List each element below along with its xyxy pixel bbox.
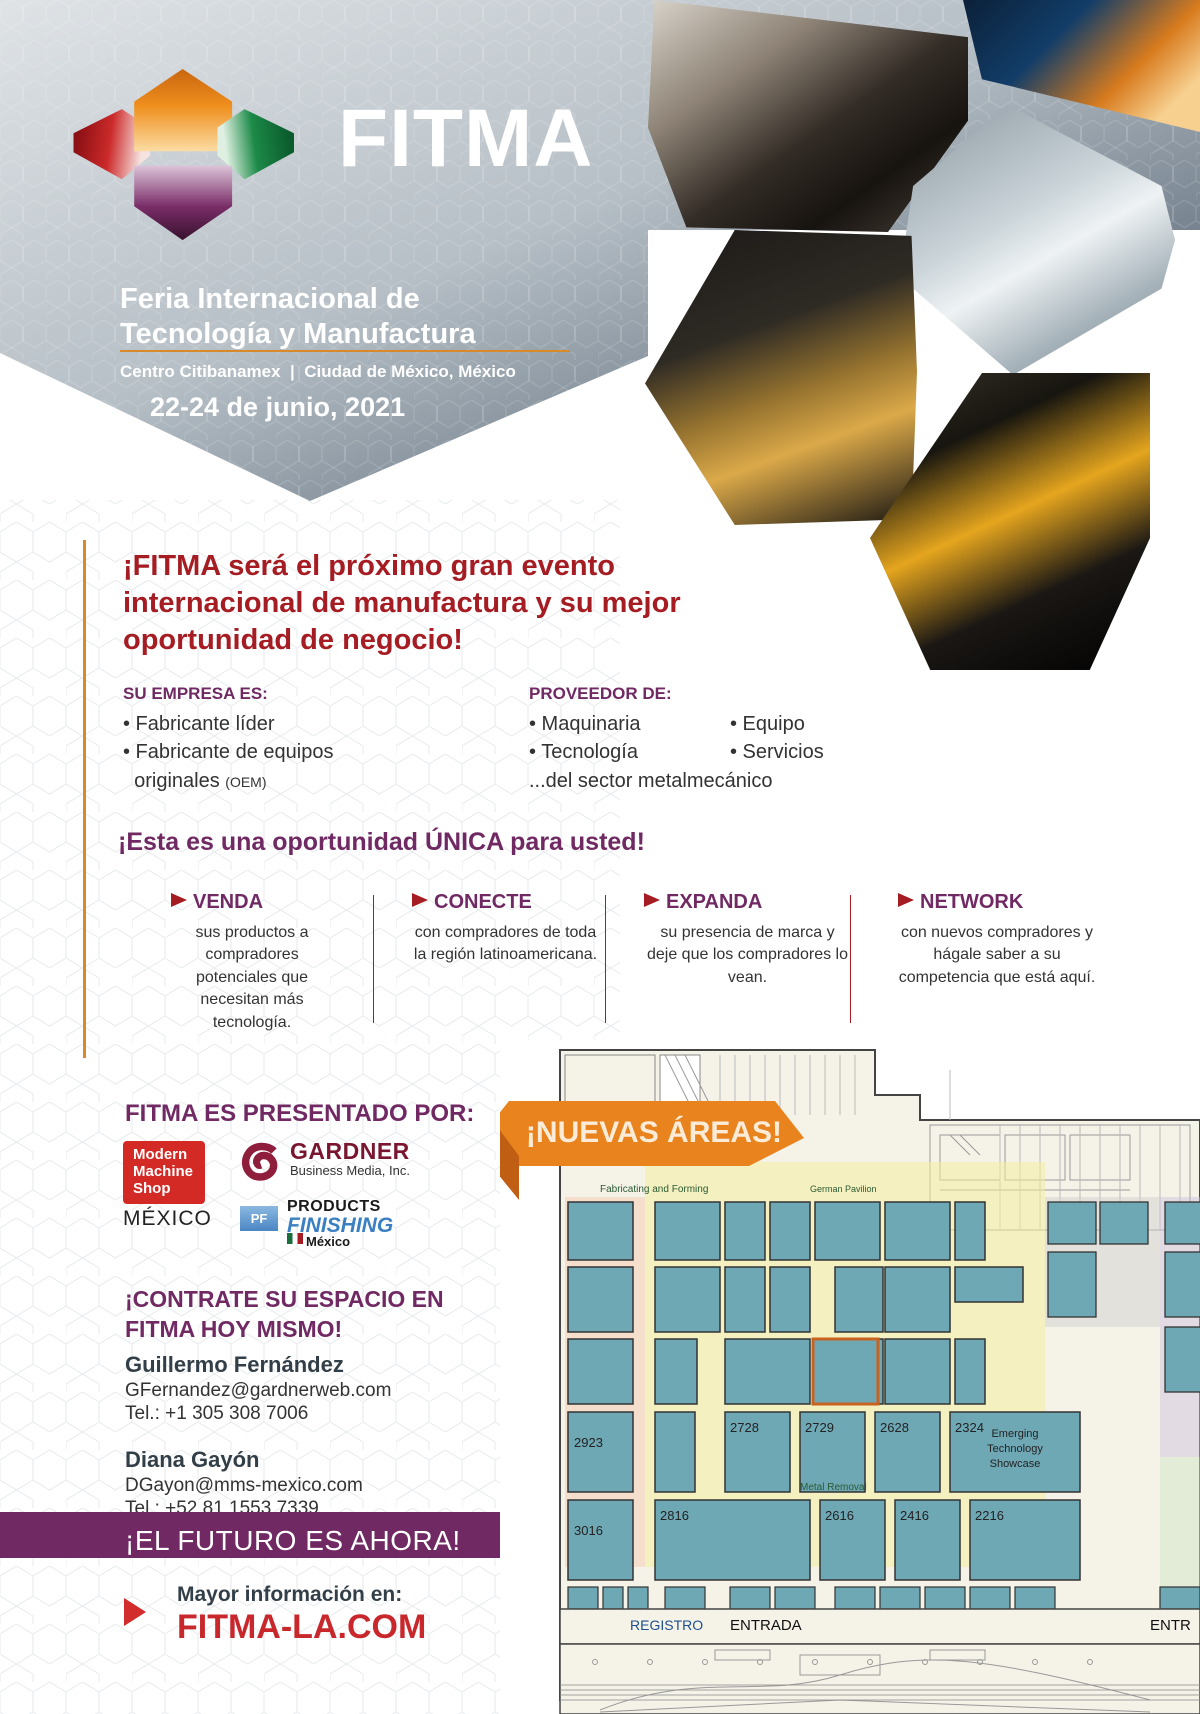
svg-text:Emerging: Emerging	[991, 1428, 1038, 1440]
svg-text:ENTR: ENTR	[1150, 1617, 1191, 1634]
svg-text:2628: 2628	[880, 1420, 909, 1435]
svg-text:2616: 2616	[825, 1508, 854, 1523]
svg-text:¡NUEVAS ÁREAS!: ¡NUEVAS ÁREAS!	[526, 1115, 782, 1149]
svg-text:Technology: Technology	[987, 1443, 1043, 1455]
svg-text:2729: 2729	[805, 1420, 834, 1435]
svg-text:Showcase: Showcase	[990, 1458, 1041, 1470]
svg-text:ENTRADA: ENTRADA	[730, 1617, 802, 1634]
svg-text:REGISTRO: REGISTRO	[630, 1617, 703, 1633]
svg-text:Metal Removal: Metal Removal	[800, 1482, 867, 1493]
svg-text:2816: 2816	[660, 1508, 689, 1523]
svg-text:German Pavilion: German Pavilion	[810, 1184, 877, 1194]
svg-text:3016: 3016	[574, 1523, 603, 1538]
svg-text:2416: 2416	[900, 1508, 929, 1523]
svg-text:2923: 2923	[574, 1435, 603, 1450]
svg-text:2216: 2216	[975, 1508, 1004, 1523]
svg-text:2324: 2324	[955, 1420, 984, 1435]
svg-text:2728: 2728	[730, 1420, 759, 1435]
